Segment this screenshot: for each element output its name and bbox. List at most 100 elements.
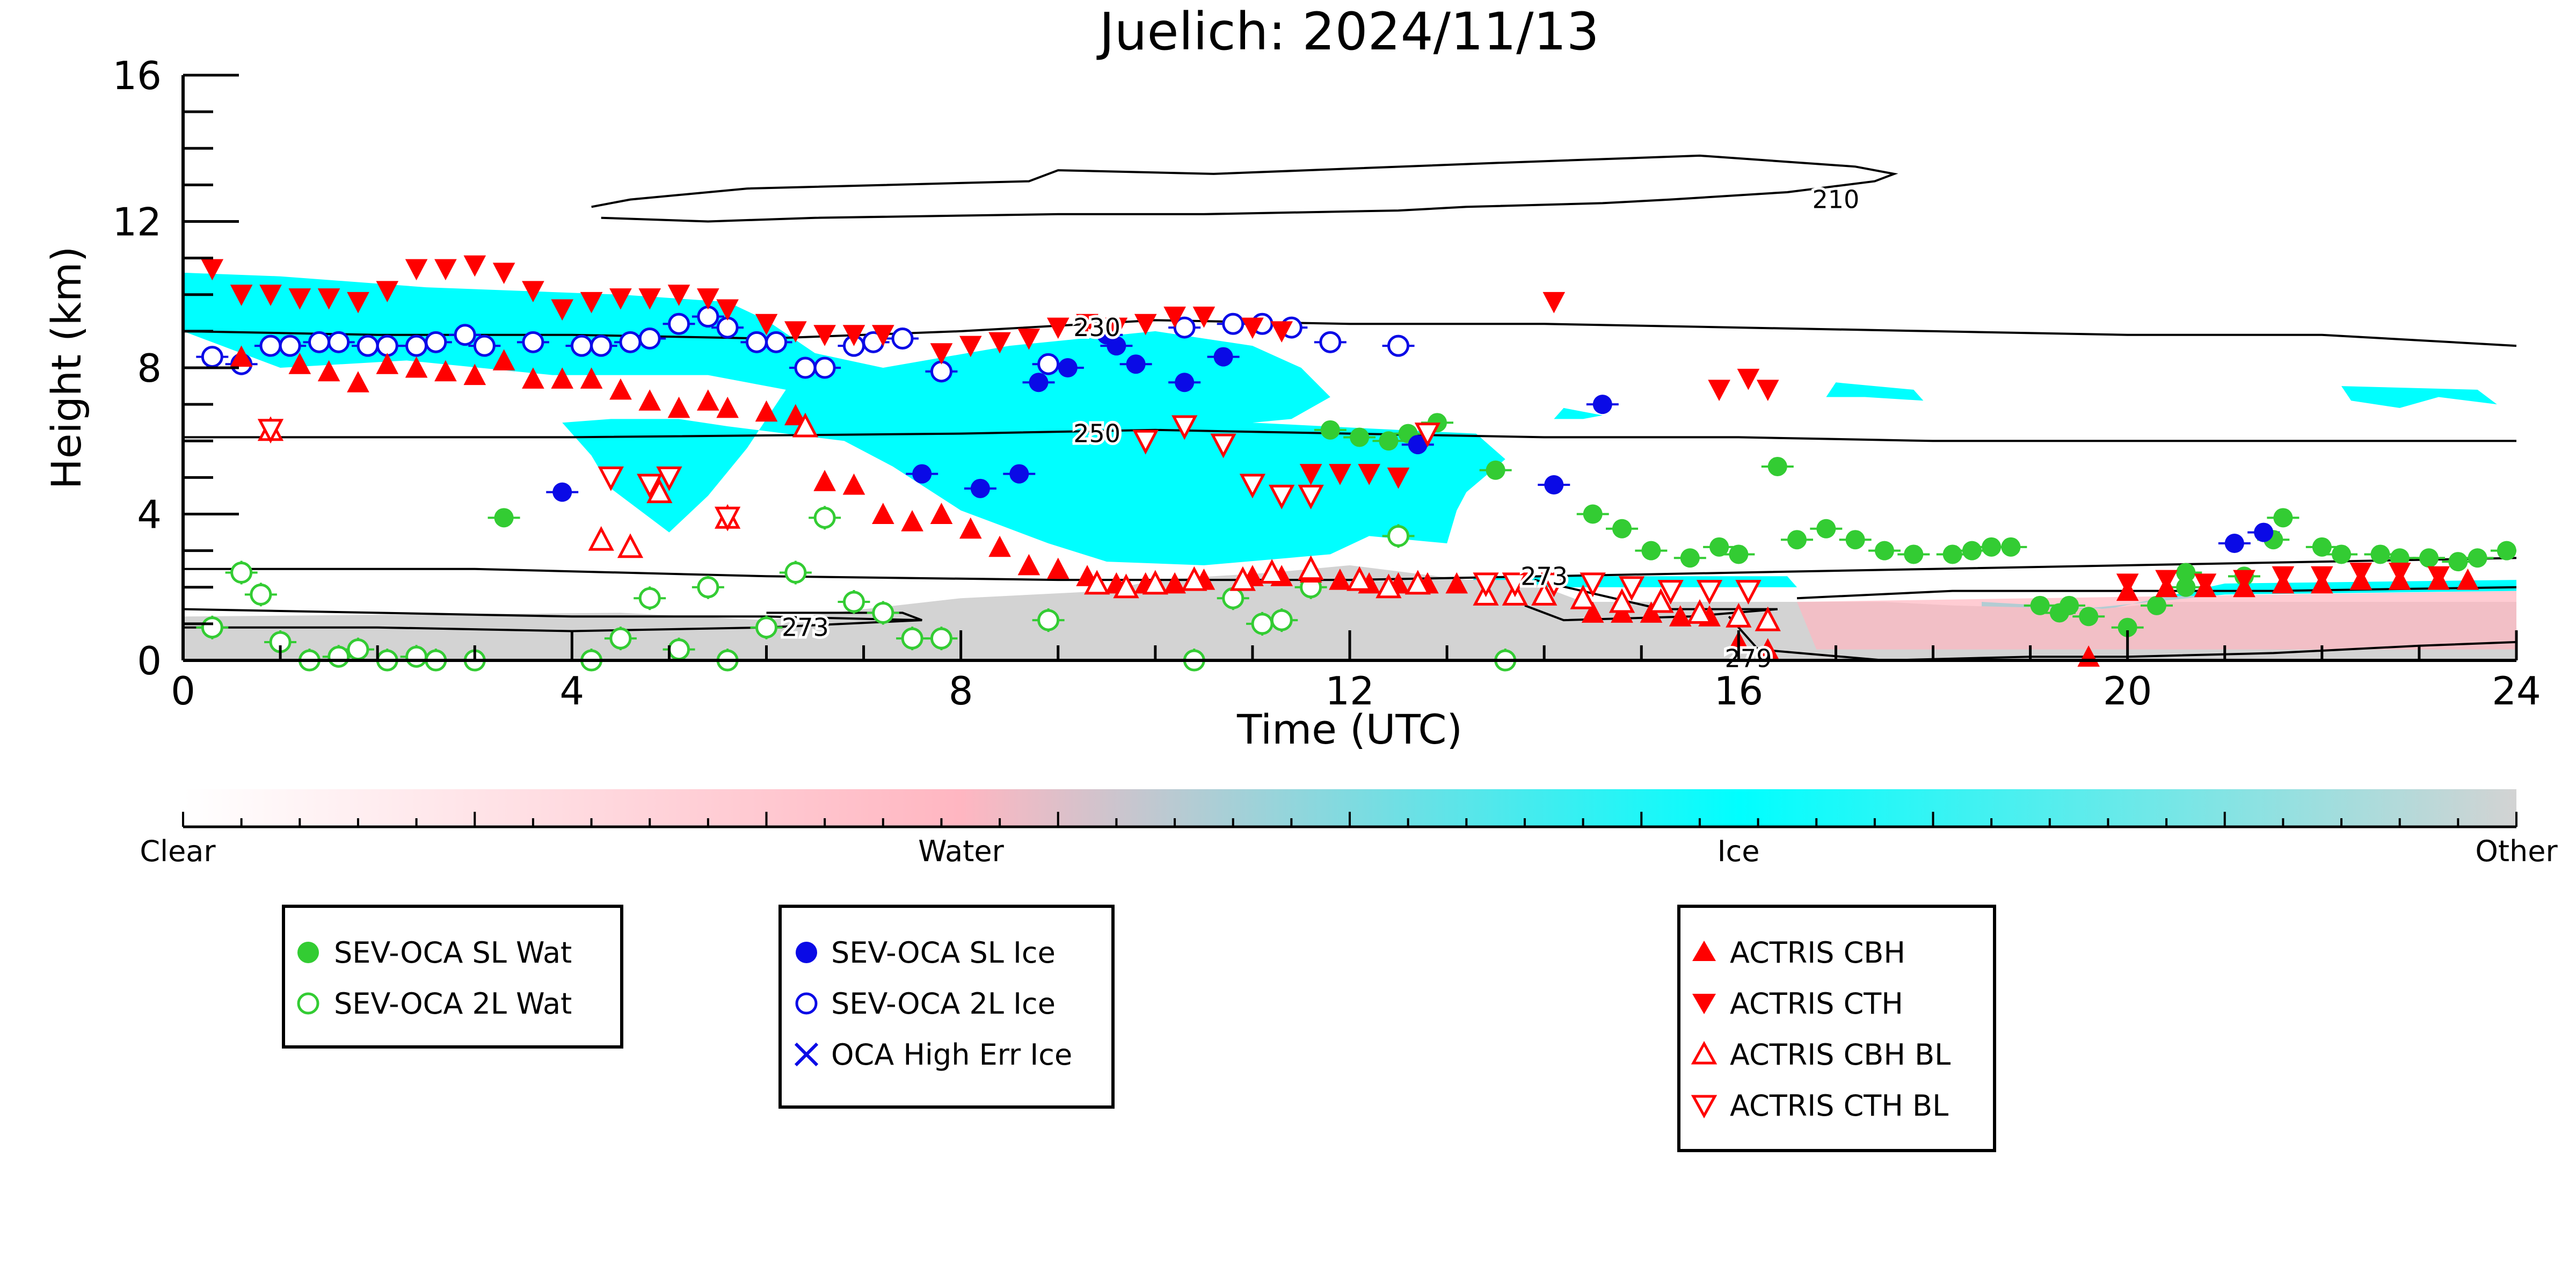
legend-ice: SEV-OCA SL Ice SEV-OCA 2L Ice OCA High E…	[778, 905, 1115, 1109]
actris-cth-point-21	[813, 325, 836, 346]
sev-oca-2l-wat-point-27	[1251, 613, 1274, 635]
actris-cbh-point-1	[288, 353, 311, 374]
sev-oca-sl-wat-point-15	[1816, 519, 1836, 539]
sev-oca-sl-ice-point-5	[1058, 358, 1078, 377]
plot-area: 210 230 250 273 273 279	[183, 154, 2516, 676]
actris-cbh-point-44	[1669, 605, 1692, 627]
actris-cbh-point-20	[842, 473, 865, 495]
actris-cbh-point-58	[2456, 569, 2479, 590]
sev-oca-2l-ice-point-15	[619, 331, 642, 353]
actris-cbh-bl-point-10	[1229, 566, 1256, 591]
actris-cth-bl-point-14	[1541, 572, 1567, 598]
region-water-7	[1797, 591, 2516, 650]
actris-cth-bl-point-9	[1269, 484, 1295, 510]
actris-cbh-bl-point-6	[1084, 570, 1110, 595]
sev-oca-2l-wat-point-19	[813, 506, 836, 529]
actris-cbh-point-4	[376, 353, 399, 374]
contour-label-250: 250	[1073, 419, 1120, 448]
legend-marker-cbh-bl	[1691, 1040, 1718, 1065]
actris-cth-bl-point-4	[714, 506, 741, 532]
sev-oca-sl-wat-point-27	[2176, 577, 2196, 597]
actris-cth-point-37	[1329, 464, 1351, 485]
sev-oca-2l-ice-point-4	[308, 331, 331, 353]
actris-cth-bl-point-17	[1657, 580, 1684, 605]
contour-line-0	[591, 154, 1898, 223]
sev-oca-2l-ice-point-14	[590, 334, 613, 357]
legend-label-cbh-bl: ACTRIS CBH BL	[1730, 1038, 1951, 1072]
actris-cbh-point-9	[522, 367, 544, 389]
actris-cth-bl-point-7	[1210, 433, 1236, 459]
actris-cbh-point-26	[1017, 554, 1040, 576]
contour-label-230: 230	[1073, 313, 1120, 342]
actris-cth-point-22	[842, 325, 865, 346]
contour-line-2	[183, 428, 2516, 442]
region-ice-0	[183, 272, 1505, 565]
actris-cbh-point-11	[580, 367, 603, 389]
actris-cbh-point-2	[317, 360, 340, 382]
actris-cth-bl-point-0	[257, 419, 284, 444]
sev-oca-2l-ice-point-27	[930, 360, 952, 383]
x-tick-label-0: 0	[171, 668, 195, 714]
contour-label-210: 210	[1813, 185, 1860, 214]
y-tick-label-8: 8	[137, 346, 162, 391]
actris-cth-point-45	[2155, 570, 2178, 592]
sev-oca-2l-wat-point-12	[609, 627, 632, 650]
actris-cth-bl-point-6	[1171, 415, 1198, 440]
legend-marker-2l-wat	[297, 992, 319, 1015]
actris-cth-point-10	[492, 263, 515, 284]
actris-cbh-point-27	[1046, 557, 1069, 579]
actris-cbh-bl-point-11	[1258, 559, 1285, 584]
actris-cbh-point-6	[434, 360, 457, 382]
sev-oca-sl-wat-point-19	[1942, 544, 1962, 564]
sev-oca-2l-ice-point-8	[405, 334, 428, 357]
sev-oca-2l-ice-point-21	[765, 331, 788, 353]
sev-oca-2l-ice-point-34	[1387, 334, 1410, 357]
actris-cth-point-9	[463, 255, 486, 277]
legend-actris-box	[1677, 905, 1996, 1152]
sev-oca-2l-ice-point-2	[259, 334, 282, 357]
actris-cth-point-24	[930, 343, 953, 365]
actris-cbh-point-36	[1329, 569, 1351, 590]
region-ice-3	[1554, 407, 1603, 419]
sev-oca-2l-wat-point-1	[230, 562, 253, 584]
actris-cbh-point-15	[696, 389, 719, 411]
sev-oca-2l-wat-point-0	[201, 616, 223, 639]
sev-oca-2l-wat-point-23	[930, 627, 952, 650]
sev-oca-sl-wat-point-30	[2273, 508, 2293, 528]
actris-cbh-bl-point-19	[1570, 584, 1596, 609]
colorbar-label-other: Other	[2475, 834, 2558, 868]
sev-oca-sl-wat-point-36	[2448, 552, 2468, 572]
actris-cbh-bl-point-22	[1686, 599, 1713, 624]
actris-cbh-point-18	[784, 404, 807, 426]
sev-oca-sl-wat-point-39	[2030, 595, 2050, 615]
actris-cbh-point-25	[988, 535, 1011, 557]
actris-cbh-bl-point-1	[588, 526, 614, 551]
sev-oca-2l-ice-point-30	[1222, 312, 1245, 335]
legend-label-cth: ACTRIS CTH	[1730, 987, 1903, 1021]
y-tick-label-0: 0	[137, 638, 162, 683]
actris-cbh-bl-point-23	[1726, 602, 1752, 628]
sev-oca-2l-ice-point-17	[668, 312, 690, 335]
actris-cth-point-50	[2349, 563, 2373, 584]
sev-oca-2l-wat-point-17	[755, 616, 777, 639]
sev-oca-2l-wat-point-6	[347, 638, 369, 661]
x-ticks: 0 4 8 12 16 20 24	[171, 630, 2541, 714]
sev-oca-2l-ice-point-26	[891, 328, 914, 350]
sev-oca-2l-ice-point-11	[473, 334, 496, 357]
actris-cth-bl-point-1	[598, 466, 624, 491]
legend-ice-box	[778, 905, 1115, 1109]
legend-marker-sl-ice	[796, 942, 817, 963]
sev-oca-sl-wat-point-35	[2419, 548, 2439, 568]
actris-cth-bl-point-8	[1239, 474, 1266, 499]
actris-cth-point-20	[784, 321, 807, 343]
legend-marker-2l-ice	[795, 992, 818, 1015]
actris-cth-point-31	[1134, 314, 1157, 336]
actris-cth-point-7	[405, 259, 428, 281]
colorbar-ticks	[182, 812, 2517, 827]
legend-label-high-err-ice: OCA High Err Ice	[831, 1038, 1072, 1072]
sev-oca-2l-ice-point-12	[522, 331, 544, 353]
actris-cth-point-35	[1270, 321, 1293, 343]
actris-cth-bl-point-16	[1618, 576, 1645, 601]
legend-label-cth-bl: ACTRIS CTH BL	[1730, 1089, 1948, 1123]
